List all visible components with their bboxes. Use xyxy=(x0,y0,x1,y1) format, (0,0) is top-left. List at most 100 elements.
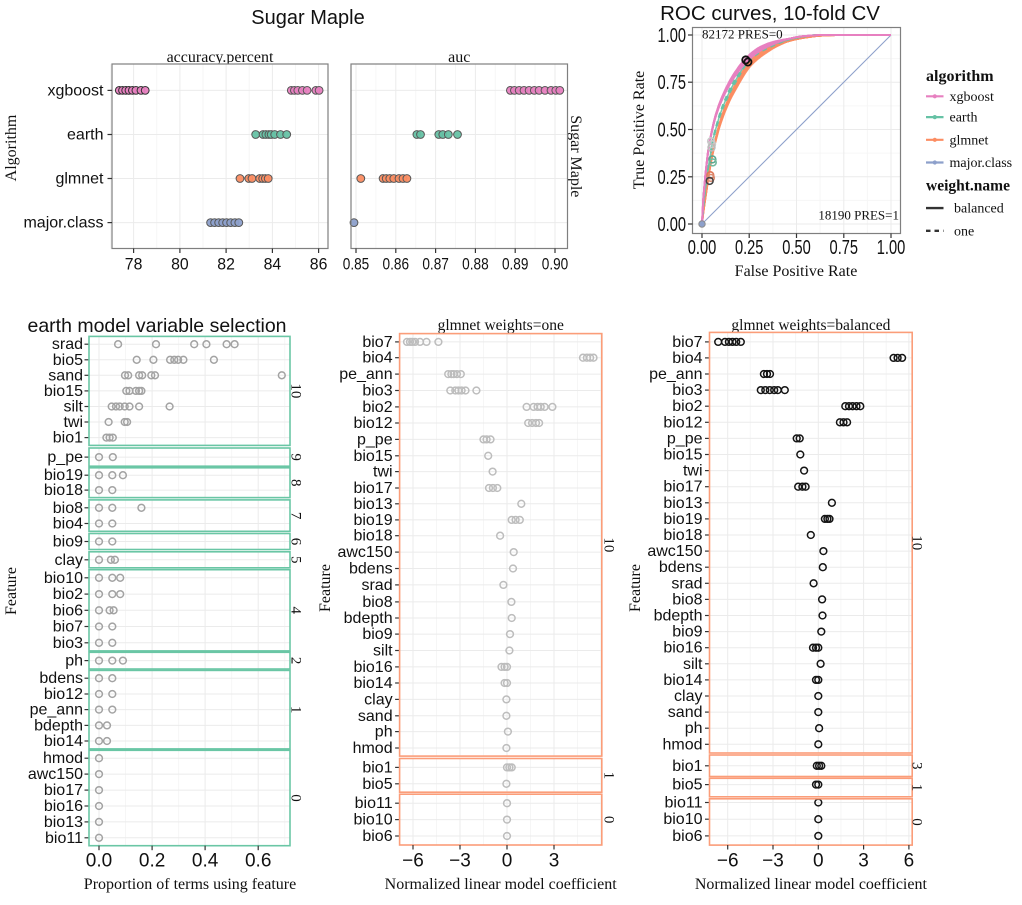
svg-text:bdepth: bdepth xyxy=(34,717,83,734)
svg-text:bio12: bio12 xyxy=(663,414,702,431)
svg-text:84: 84 xyxy=(264,255,282,274)
svg-text:auc: auc xyxy=(448,49,470,66)
svg-text:6: 6 xyxy=(288,538,304,546)
svg-text:bio6: bio6 xyxy=(53,602,83,619)
svg-text:bio4: bio4 xyxy=(362,350,392,367)
svg-text:hmod: hmod xyxy=(662,736,702,753)
svg-text:awc150: awc150 xyxy=(28,766,83,783)
svg-text:glmnet weights=one: glmnet weights=one xyxy=(438,317,564,334)
svg-text:bio1: bio1 xyxy=(672,758,702,775)
svg-text:bio3: bio3 xyxy=(53,635,83,652)
svg-text:10: 10 xyxy=(909,535,925,550)
svg-text:4: 4 xyxy=(288,607,304,615)
svg-text:bio7: bio7 xyxy=(53,619,83,636)
svg-text:80: 80 xyxy=(171,255,189,274)
svg-text:1: 1 xyxy=(601,772,617,780)
svg-text:7: 7 xyxy=(288,512,304,520)
svg-text:glmnet: glmnet xyxy=(950,133,989,148)
svg-text:bio14: bio14 xyxy=(663,672,702,689)
svg-text:clay: clay xyxy=(364,691,392,708)
svg-text:0.0: 0.0 xyxy=(86,851,112,872)
svg-text:Algorithm: Algorithm xyxy=(3,114,20,181)
svg-text:bio18: bio18 xyxy=(44,482,83,499)
svg-text:srad: srad xyxy=(52,336,83,353)
svg-text:clay: clay xyxy=(55,552,83,569)
svg-text:0.75: 0.75 xyxy=(658,72,687,94)
svg-text:bio3: bio3 xyxy=(362,383,392,400)
svg-text:bio7: bio7 xyxy=(672,334,702,351)
svg-text:srad: srad xyxy=(361,577,392,594)
svg-text:xgboost: xgboost xyxy=(47,82,104,99)
svg-text:0.50: 0.50 xyxy=(782,237,811,259)
svg-text:p_pe: p_pe xyxy=(667,430,703,447)
svg-text:hmod: hmod xyxy=(353,740,393,757)
svg-text:bio1: bio1 xyxy=(362,759,392,776)
svg-text:True Positive Rate: True Positive Rate xyxy=(631,71,648,190)
svg-text:5: 5 xyxy=(288,556,304,564)
svg-text:silt: silt xyxy=(63,399,83,416)
svg-text:bio8: bio8 xyxy=(362,594,392,611)
svg-text:bio12: bio12 xyxy=(353,415,392,432)
svg-text:bio13: bio13 xyxy=(353,496,392,513)
svg-text:silt: silt xyxy=(373,643,393,660)
svg-text:0: 0 xyxy=(288,794,304,802)
svg-text:bio7: bio7 xyxy=(362,334,392,351)
svg-text:pe_ann: pe_ann xyxy=(649,366,702,383)
svg-text:pe_ann: pe_ann xyxy=(30,702,83,719)
svg-text:weight.name: weight.name xyxy=(926,178,1010,195)
svg-text:bio4: bio4 xyxy=(672,350,702,367)
svg-text:bio10: bio10 xyxy=(44,570,83,587)
svg-text:0.4: 0.4 xyxy=(192,851,219,872)
svg-text:bdepth: bdepth xyxy=(344,610,393,627)
svg-text:bio17: bio17 xyxy=(44,782,83,799)
svg-text:sand: sand xyxy=(48,367,83,384)
svg-text:Normalized linear model coeffi: Normalized linear model coefficient xyxy=(385,876,618,893)
svg-text:ph: ph xyxy=(375,724,393,741)
svg-text:earth model variable selection: earth model variable selection xyxy=(27,315,286,337)
svg-text:0: 0 xyxy=(601,816,617,824)
svg-text:Proportion of terms using feat: Proportion of terms using feature xyxy=(84,876,296,893)
svg-text:Normalized linear model coeffi: Normalized linear model coefficient xyxy=(695,876,928,893)
svg-text:glmnet weights=balanced: glmnet weights=balanced xyxy=(731,317,890,334)
svg-text:awc150: awc150 xyxy=(647,543,702,560)
svg-text:8: 8 xyxy=(288,479,304,487)
svg-text:82172 PRES=0: 82172 PRES=0 xyxy=(702,27,783,42)
svg-text:82: 82 xyxy=(217,255,235,274)
svg-text:0.50: 0.50 xyxy=(658,120,687,142)
svg-text:sand: sand xyxy=(668,704,703,721)
svg-text:bio10: bio10 xyxy=(663,811,702,828)
svg-text:srad: srad xyxy=(671,575,702,592)
svg-text:bio9: bio9 xyxy=(362,626,392,643)
svg-text:bdens: bdens xyxy=(349,561,393,578)
svg-text:bio18: bio18 xyxy=(663,527,702,544)
svg-text:twi: twi xyxy=(683,463,703,480)
svg-text:1: 1 xyxy=(288,706,304,714)
svg-text:9: 9 xyxy=(288,453,304,461)
svg-text:3: 3 xyxy=(549,851,560,872)
svg-text:bio15: bio15 xyxy=(663,447,702,464)
svg-text:bio17: bio17 xyxy=(663,479,702,496)
svg-text:bio16: bio16 xyxy=(44,798,83,815)
svg-text:ph: ph xyxy=(685,720,703,737)
svg-text:−6: −6 xyxy=(402,851,424,872)
svg-text:clay: clay xyxy=(674,688,702,705)
svg-text:bio19: bio19 xyxy=(44,467,83,484)
svg-text:0.75: 0.75 xyxy=(830,237,859,259)
svg-text:bio2: bio2 xyxy=(672,398,702,415)
svg-text:pe_ann: pe_ann xyxy=(339,366,392,383)
svg-text:bio3: bio3 xyxy=(672,382,702,399)
svg-text:bio14: bio14 xyxy=(44,733,83,750)
svg-text:0.85: 0.85 xyxy=(343,255,370,274)
svg-text:bio13: bio13 xyxy=(44,814,83,831)
svg-text:0.87: 0.87 xyxy=(422,255,449,274)
svg-text:Feature: Feature xyxy=(627,564,644,612)
svg-text:p_pe: p_pe xyxy=(47,449,83,466)
svg-text:bio5: bio5 xyxy=(672,777,702,794)
svg-text:0.2: 0.2 xyxy=(139,851,165,872)
svg-text:bio11: bio11 xyxy=(665,795,703,812)
svg-text:bio14: bio14 xyxy=(353,675,392,692)
svg-text:−3: −3 xyxy=(449,851,471,872)
svg-text:86: 86 xyxy=(310,255,328,274)
svg-text:0.86: 0.86 xyxy=(383,255,410,274)
svg-text:bio5: bio5 xyxy=(362,776,392,793)
